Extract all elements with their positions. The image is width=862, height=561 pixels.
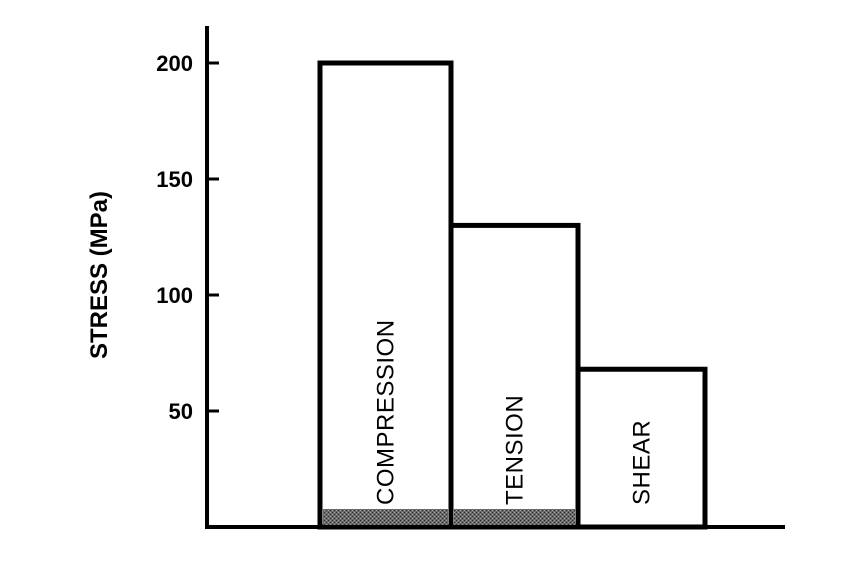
bar-base-shade bbox=[454, 509, 575, 525]
bar-compression bbox=[317, 60, 454, 530]
bar-rect-compression bbox=[317, 60, 454, 530]
y-tick-label-200: 200 bbox=[156, 51, 193, 76]
y-tick-label-50: 50 bbox=[169, 399, 193, 424]
labels-layer: COMPRESSION TENSION SHEAR STRESS (MPa) bbox=[86, 191, 656, 505]
y-tick-label-150: 150 bbox=[156, 167, 193, 192]
bars-layer bbox=[317, 60, 708, 530]
bar-shear bbox=[575, 366, 708, 530]
axes-layer: 50 100 150 200 bbox=[156, 26, 785, 529]
bar-base-shade bbox=[323, 509, 448, 525]
bar-rect-shear bbox=[575, 366, 708, 530]
y-tick-label-100: 100 bbox=[156, 283, 193, 308]
bar-label-compression: COMPRESSION bbox=[373, 319, 400, 505]
bar-label-shear: SHEAR bbox=[629, 420, 656, 505]
bar-label-tension: TENSION bbox=[502, 395, 529, 505]
y-axis-title: STRESS (MPa) bbox=[86, 191, 113, 359]
